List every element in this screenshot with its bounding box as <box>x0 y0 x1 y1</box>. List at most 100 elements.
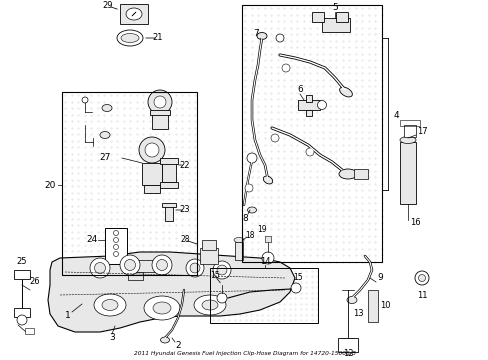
Bar <box>264 236 270 242</box>
Circle shape <box>156 260 167 270</box>
Circle shape <box>270 134 279 142</box>
Ellipse shape <box>94 294 126 316</box>
Ellipse shape <box>160 337 169 343</box>
Text: 3: 3 <box>109 333 115 342</box>
Bar <box>14 308 30 317</box>
Bar <box>403 125 415 137</box>
Bar <box>162 162 176 182</box>
Bar <box>152 114 168 129</box>
Ellipse shape <box>247 207 256 213</box>
Bar <box>160 182 178 188</box>
Circle shape <box>152 255 172 275</box>
Text: 20: 20 <box>44 180 56 189</box>
Text: 9: 9 <box>376 274 382 283</box>
Bar <box>337 338 357 352</box>
Text: 2011 Hyundai Genesis Fuel Injection Clip-Hose Diagram for 14720-15006-B: 2011 Hyundai Genesis Fuel Injection Clip… <box>133 351 355 356</box>
Bar <box>202 240 216 250</box>
Bar <box>135 260 163 272</box>
Circle shape <box>145 143 159 157</box>
Ellipse shape <box>102 104 112 112</box>
Circle shape <box>244 184 252 192</box>
Bar <box>399 120 419 126</box>
Bar <box>200 248 218 264</box>
Text: 18: 18 <box>245 230 254 239</box>
Circle shape <box>275 34 284 42</box>
Ellipse shape <box>194 295 225 315</box>
Ellipse shape <box>338 169 356 179</box>
Bar <box>235 242 243 260</box>
Circle shape <box>282 64 289 72</box>
Circle shape <box>317 100 326 109</box>
Ellipse shape <box>102 300 118 310</box>
Text: 24: 24 <box>86 235 98 244</box>
Text: 1: 1 <box>65 311 71 320</box>
Circle shape <box>217 293 226 303</box>
Ellipse shape <box>418 274 425 282</box>
PathPatch shape <box>48 252 294 332</box>
Bar <box>164 205 173 221</box>
Bar <box>14 270 30 279</box>
Ellipse shape <box>153 302 171 314</box>
Text: 28: 28 <box>180 235 189 244</box>
Text: 14: 14 <box>259 257 270 266</box>
Circle shape <box>120 255 140 275</box>
Ellipse shape <box>257 32 266 40</box>
Text: 25: 25 <box>17 257 27 266</box>
Bar <box>209 268 317 323</box>
Circle shape <box>90 258 110 278</box>
Text: 4: 4 <box>392 111 398 120</box>
Bar <box>120 4 148 24</box>
Ellipse shape <box>121 33 139 42</box>
Circle shape <box>148 90 172 114</box>
Text: 15: 15 <box>210 271 220 280</box>
Text: 29: 29 <box>102 1 113 10</box>
Text: 22: 22 <box>180 161 190 170</box>
Bar <box>142 163 162 185</box>
Circle shape <box>17 315 27 325</box>
Text: 6: 6 <box>297 85 302 94</box>
Text: 27: 27 <box>99 153 110 162</box>
Circle shape <box>94 262 105 274</box>
Bar <box>162 203 176 207</box>
Ellipse shape <box>100 131 110 139</box>
Circle shape <box>113 252 118 256</box>
Text: 15: 15 <box>293 274 302 283</box>
Ellipse shape <box>202 300 218 310</box>
Circle shape <box>213 261 230 279</box>
Bar <box>321 18 349 32</box>
Ellipse shape <box>126 8 142 20</box>
Text: 26: 26 <box>30 278 40 287</box>
Bar <box>399 142 415 204</box>
Bar <box>105 228 127 264</box>
Bar <box>367 290 377 322</box>
Text: 11: 11 <box>416 291 427 300</box>
Ellipse shape <box>399 136 415 144</box>
Text: 19: 19 <box>257 225 266 234</box>
Circle shape <box>82 97 88 103</box>
Text: 10: 10 <box>379 302 389 310</box>
Ellipse shape <box>117 30 142 46</box>
Bar <box>305 110 311 116</box>
Bar <box>297 100 319 110</box>
Circle shape <box>113 230 118 235</box>
Bar <box>311 12 324 22</box>
Circle shape <box>305 148 313 156</box>
Text: 8: 8 <box>242 213 247 222</box>
Circle shape <box>290 283 301 293</box>
Text: 2: 2 <box>175 342 181 351</box>
Circle shape <box>139 137 164 163</box>
Text: 21: 21 <box>152 33 163 42</box>
Bar <box>143 185 160 193</box>
Text: 23: 23 <box>179 206 190 215</box>
Text: 7: 7 <box>253 30 258 39</box>
Ellipse shape <box>263 176 272 184</box>
Circle shape <box>217 265 226 275</box>
Ellipse shape <box>143 296 180 320</box>
Bar <box>62 92 197 275</box>
Ellipse shape <box>346 297 356 303</box>
Ellipse shape <box>414 271 428 285</box>
Text: 5: 5 <box>331 3 337 12</box>
Text: 12: 12 <box>342 350 352 359</box>
Circle shape <box>154 96 165 108</box>
Text: 13: 13 <box>352 310 363 319</box>
